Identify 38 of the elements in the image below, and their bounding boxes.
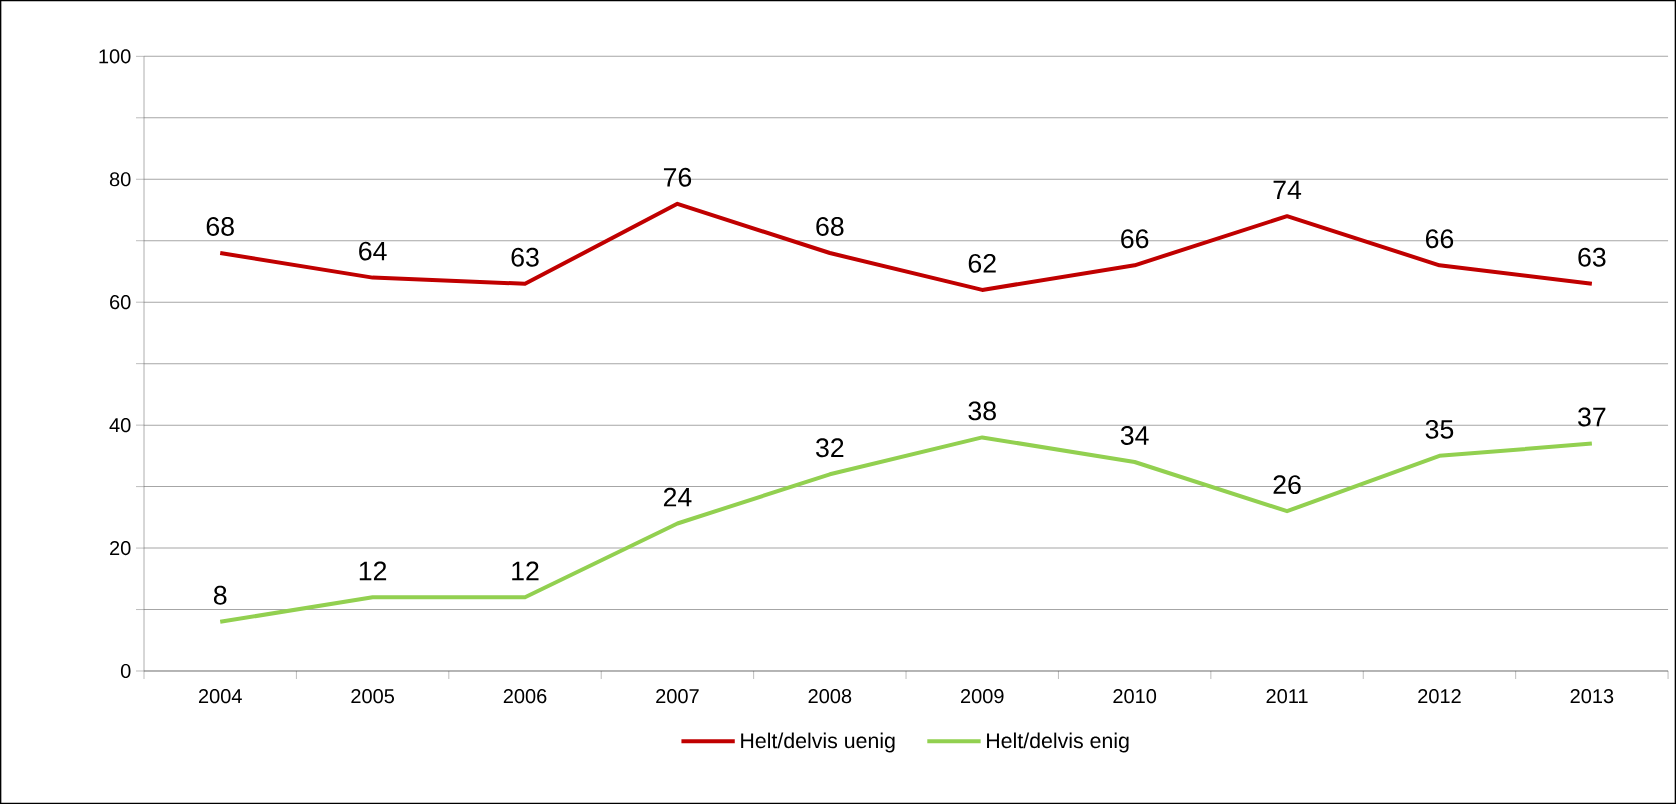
data-label: 68 (816, 217, 844, 236)
y-tick-label: 100 (99, 49, 131, 64)
data-label: 38 (968, 401, 996, 421)
data-label: 63 (511, 247, 539, 267)
y-tick-label: 80 (109, 172, 131, 187)
y-tick-label: 0 (120, 663, 131, 679)
data-label: 62 (968, 253, 996, 273)
x-tick-label: 2008 (808, 689, 852, 704)
x-tick-label: 2011 (1266, 689, 1308, 704)
data-label: 76 (663, 167, 692, 187)
data-label: 63 (1578, 247, 1606, 267)
x-tick-label: 2004 (198, 689, 242, 704)
y-tick-label: 20 (110, 540, 131, 556)
legend-label: Helt/delvis enig (987, 732, 1129, 753)
data-label: 74 (1273, 180, 1302, 200)
data-label: 24 (663, 487, 692, 507)
data-label: 35 (1425, 419, 1454, 439)
x-tick-label: 2007 (656, 689, 699, 704)
data-label: 12 (359, 561, 387, 581)
data-label: 66 (1121, 229, 1149, 249)
data-label: 64 (359, 241, 387, 261)
legend-label: Helt/delvis uenig (741, 732, 895, 753)
data-label: 8 (213, 585, 227, 605)
data-label: 66 (1425, 229, 1454, 249)
x-tick-label: 2006 (503, 689, 547, 704)
data-label: 68 (206, 217, 234, 236)
data-label: 12 (512, 561, 539, 581)
data-label: 37 (1578, 407, 1606, 427)
data-label: 32 (816, 438, 844, 458)
x-tick-label: 2013 (1570, 689, 1614, 704)
x-tick-label: 2005 (351, 689, 395, 704)
x-tick-label: 2009 (961, 689, 1004, 704)
x-tick-label: 2012 (1418, 689, 1461, 704)
data-label: 34 (1120, 426, 1149, 445)
x-tick-label: 2010 (1113, 689, 1157, 704)
y-tick-label: 40 (109, 418, 131, 433)
y-tick-label: 60 (110, 295, 131, 310)
data-label: 26 (1273, 475, 1301, 495)
